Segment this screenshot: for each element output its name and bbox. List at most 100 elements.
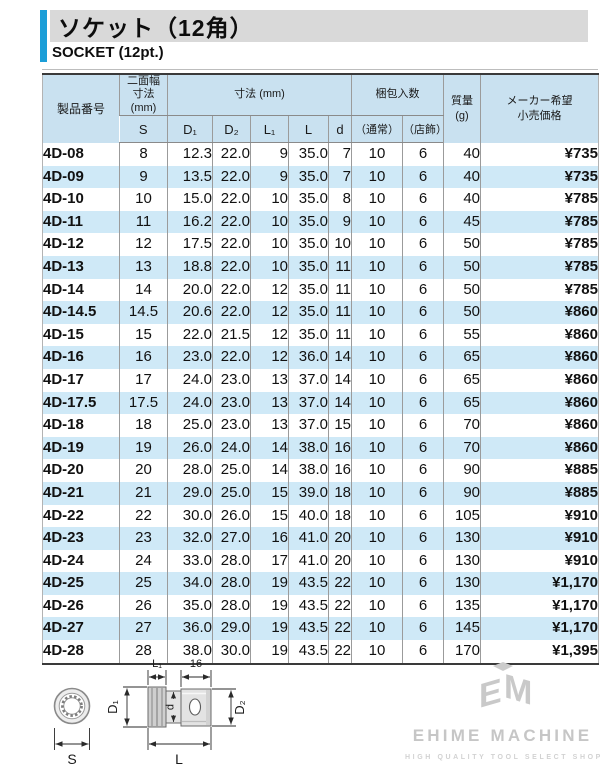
pack-normal-value: 10 [351,346,403,369]
l-value: 43.5 [288,594,329,618]
d-value: 22 [328,617,352,641]
s-value: 21 [119,481,168,505]
dimension-s [54,728,90,750]
label-d1: D₁ [105,700,120,714]
product-code: 4D-10 [43,190,84,208]
d-value: 11 [328,323,352,347]
d-value: 20 [328,549,352,573]
d-value: 7 [328,142,352,166]
l-value: 37.0 [288,368,329,392]
d1-value: 28.0 [167,459,213,482]
d1-value: 30.0 [167,504,213,528]
l-value: 39.0 [288,481,329,505]
l1-value: 16 [250,527,289,550]
product-code: 4D-23 [42,527,120,550]
d-value: 10 [328,233,352,256]
weight-value: 145 [443,617,481,641]
d1-value: 36.0 [167,617,213,641]
em-monogram-icon: E M [479,662,532,716]
divider-rule [42,69,598,70]
d2-value: 22.0 [212,142,251,166]
s-value: 8 [119,142,168,166]
price-value: ¥785 [480,233,599,256]
l-value: 35.0 [288,323,329,347]
table-row: 4D-17.5 17.5 24.0 23.0 13 37.0 14 10 6 65 ¥860 [42,391,599,415]
l1-value: 12 [250,301,289,324]
pack-normal-value: 10 [351,527,403,550]
product-code: 4D-17.5 [42,391,120,415]
d2-value: 23.0 [212,391,251,415]
table-row: 4D-27 27 36.0 29.0 19 43.5 22 10 6 145 ¥1,170 [42,617,599,641]
l-value: 35.0 [288,233,329,256]
l-value: 43.5 [288,617,329,641]
l1-value: 12 [250,346,289,369]
price-value: ¥860 [480,346,599,369]
col-header-pack-display: （店飾） [402,115,444,143]
product-code: 4D-20 [43,461,84,479]
pack-normal-value: 10 [351,481,403,505]
pack-normal-value: 10 [351,504,403,528]
s-value: 10 [119,188,168,211]
s-value: 22 [119,504,168,528]
l-value: 35.0 [288,165,329,189]
price-value: ¥885 [480,481,599,505]
d2-value: 28.0 [212,572,251,595]
l-value: 41.0 [288,549,329,573]
col-header-dimensions-group: 寸法 (mm) [167,74,352,116]
l1-value: 15 [250,481,289,505]
col-header-s: S [119,115,168,143]
dimension-d1 [123,686,147,728]
product-code: 4D-14 [43,280,84,298]
l1-value: 10 [250,255,289,279]
l1-value: 19 [250,617,289,641]
d-value: 14 [328,391,352,415]
title-accent-bar [40,10,47,62]
d-value: 20 [328,527,352,550]
s-value: 16 [119,346,168,369]
table-row: 4D-18 18 25.0 23.0 13 37.0 15 10 6 70 ¥860 [43,414,599,437]
col-header-d2: D₂ [212,115,251,143]
d2-value: 22.0 [212,278,251,302]
price-value: ¥910 [480,527,599,550]
price-value: ¥785 [480,210,599,234]
d1-value: 22.0 [167,323,213,347]
table-row: 4D-17 17 24.0 23.0 13 37.0 14 10 6 65 ¥860 [43,368,599,392]
product-code: 4D-24 [43,551,84,569]
product-code: 4D-21 [42,481,120,505]
d1-value: 12.3 [167,142,213,166]
s-value: 27 [119,617,168,641]
product-code: 4D-27 [42,617,120,641]
d-value: 16 [328,436,352,460]
pack-display-value: 6 [402,436,444,460]
pack-normal-value: 10 [351,210,403,234]
header-row-groups: 製品番号 二面幅 寸法 (mm) 寸法 (mm) 梱包入数 質量 (g) [42,74,599,143]
d2-value: 21.5 [212,323,251,347]
d1-value: 16.2 [167,210,213,234]
table-row: 4D-09 9 13.5 22.0 9 35.0 7 10 6 40 ¥735 [42,165,599,189]
d1-value: 20.0 [167,278,213,302]
d1-value: 20.6 [167,301,213,324]
price-value: ¥910 [480,504,599,528]
l1-value: 19 [250,640,289,664]
price-value: ¥860 [480,436,599,460]
d2-value: 23.0 [212,368,251,392]
pack-normal-value: 10 [351,255,403,279]
pack-normal-value: 10 [351,549,403,573]
label-s: S [67,751,76,767]
pack-normal-value: 10 [351,459,403,482]
d1-value: 23.0 [167,346,213,369]
d2-value: 22.0 [212,346,251,369]
pack-display-value: 6 [402,165,444,189]
d2-value: 22.0 [212,233,251,256]
pack-normal-value: 10 [351,188,403,211]
s-value: 11 [119,210,168,234]
l1-value: 12 [250,323,289,347]
table-row: 4D-16 16 23.0 22.0 12 36.0 14 10 6 65 ¥860 [42,346,599,369]
l1-value: 13 [250,414,289,437]
price-value: ¥1,170 [480,594,599,618]
table-row: 4D-22 22 30.0 26.0 15 40.0 18 10 6 105 ¥910 [43,504,599,528]
d1-value: 26.0 [167,436,213,460]
pack-display-value: 6 [402,527,444,550]
pack-normal-value: 10 [351,436,403,460]
product-code: 4D-12 [43,235,84,253]
